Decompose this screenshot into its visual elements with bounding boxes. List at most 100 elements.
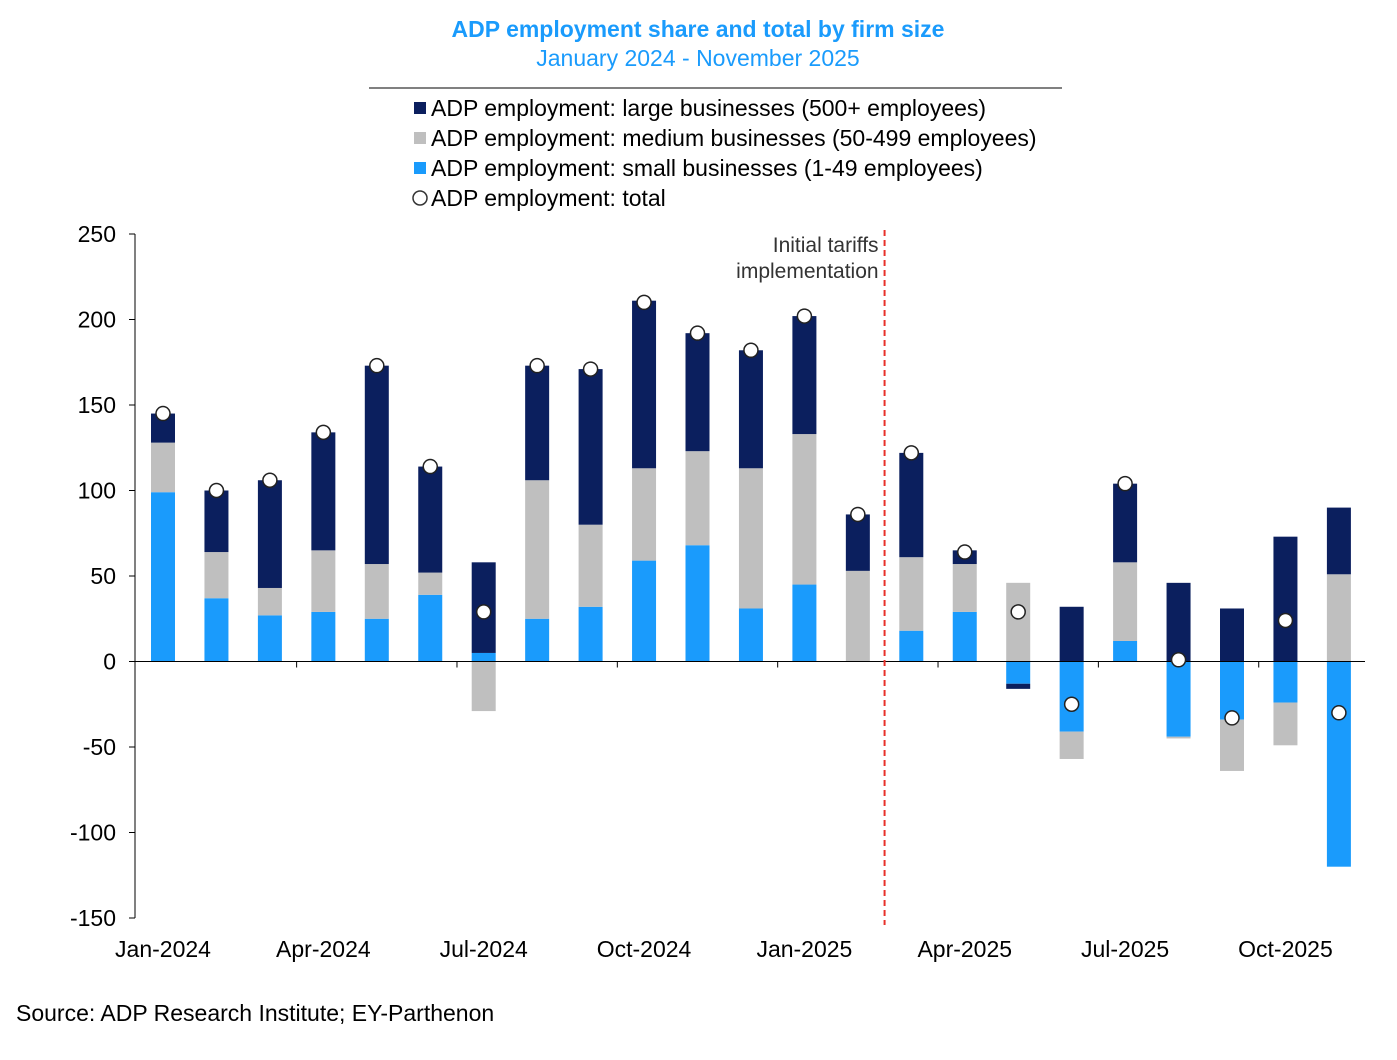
bar-segment	[364, 365, 389, 565]
bar-segment	[1006, 661, 1031, 684]
bar-segment	[1059, 731, 1084, 759]
bar-segment	[792, 316, 817, 435]
legend-marker-total-icon	[412, 190, 428, 206]
x-tick-label: Jul-2024	[440, 936, 528, 962]
y-tick-label: -50	[83, 734, 116, 760]
bar-segment	[632, 300, 657, 469]
bar-segment	[1326, 661, 1351, 867]
bar-segment	[578, 369, 603, 525]
bar-segment	[632, 468, 657, 561]
bar-segment	[364, 564, 389, 619]
bar-segment	[471, 661, 496, 712]
y-tick-label: -150	[70, 905, 116, 931]
bar-segment	[1006, 683, 1031, 689]
bar-segment	[151, 442, 175, 493]
x-tick-label: Jan-2025	[756, 936, 852, 962]
x-tick-label: Apr-2024	[276, 936, 371, 962]
total-marker	[262, 472, 278, 488]
legend-swatch-2	[414, 162, 426, 174]
total-marker	[903, 445, 920, 461]
total-marker	[1063, 696, 1080, 712]
legend-swatch-0	[414, 102, 426, 114]
bar-segment	[738, 468, 763, 609]
bar-segment	[952, 611, 977, 662]
x-tick-label: Jul-2025	[1081, 936, 1169, 962]
bar-segment	[578, 606, 603, 662]
bar-segment	[525, 480, 550, 619]
bar-segment	[204, 552, 229, 599]
bar-segment	[204, 490, 229, 553]
y-tick-label: 50	[90, 563, 116, 589]
total-marker	[1010, 604, 1026, 620]
legend-label: ADP employment: total	[431, 185, 666, 211]
y-tick-label: 150	[78, 392, 116, 418]
total-marker	[582, 361, 599, 377]
bar-segment	[1273, 661, 1298, 703]
bar-segment	[1113, 640, 1138, 662]
bar-segment	[899, 452, 924, 558]
y-tick-label: 100	[78, 478, 116, 504]
annotation-text: Initial tariffs	[773, 234, 879, 257]
x-tick-label: Apr-2025	[917, 936, 1012, 962]
bar-segment	[792, 584, 817, 662]
bar-segment	[1273, 702, 1298, 746]
bar-segment	[525, 618, 550, 662]
total-marker	[1331, 705, 1347, 721]
y-tick-label: -100	[70, 820, 116, 846]
bar-segment	[418, 466, 443, 573]
bar-segment	[685, 333, 710, 452]
legend-label: ADP employment: medium businesses (50-49…	[431, 125, 1037, 151]
bar-segment	[1220, 661, 1244, 720]
bar-segment	[311, 432, 336, 551]
bar-segment	[1273, 536, 1298, 662]
y-tick-label: 0	[103, 649, 116, 675]
total-marker	[1117, 475, 1133, 492]
bar-segment	[792, 434, 817, 585]
bar-segment	[311, 550, 336, 612]
x-tick-label: Oct-2025	[1238, 936, 1333, 962]
bar-segment	[257, 615, 282, 662]
total-marker	[369, 357, 385, 374]
bar-segment	[1326, 574, 1351, 662]
bar-segment	[418, 594, 443, 662]
bar-segment	[1113, 483, 1138, 563]
bar-segment	[685, 451, 710, 546]
bar-segment	[257, 480, 282, 588]
bar-segment	[204, 598, 229, 662]
bar-segment	[1166, 736, 1191, 739]
legend-label: ADP employment: small businesses (1-49 e…	[431, 155, 983, 181]
bar-segment	[1166, 661, 1191, 737]
chart-title: ADP employment share and total by firm s…	[452, 16, 945, 42]
legend-label: ADP employment: large businesses (500+ e…	[431, 95, 986, 121]
bar-segment	[1006, 582, 1031, 662]
bar-segment	[525, 365, 550, 481]
total-marker	[529, 357, 545, 374]
plot-area: 250 200 150 100 50 0 -50 -100 -150 Jan-2024 Apr-20…	[70, 221, 1365, 962]
total-marker	[475, 604, 492, 620]
bar-segment	[899, 630, 924, 662]
y-tick-label: 200	[78, 307, 116, 333]
total-marker	[957, 544, 973, 560]
total-marker	[1277, 612, 1294, 629]
total-marker	[155, 405, 171, 422]
bar-segment	[1113, 562, 1138, 641]
legend-swatch-1	[414, 132, 426, 144]
total-marker	[850, 506, 866, 523]
bar-segment	[738, 608, 763, 662]
bar-segment	[418, 572, 443, 595]
bar-segment	[845, 514, 870, 571]
bar-segment	[1326, 507, 1351, 575]
bar-segment	[151, 492, 175, 662]
bar-segment	[364, 618, 389, 662]
total-marker	[315, 424, 332, 441]
total-marker	[689, 325, 706, 341]
total-marker	[636, 294, 652, 311]
chart-subtitle: January 2024 - November 2025	[536, 45, 859, 71]
x-tick-label: Oct-2024	[597, 936, 692, 962]
bar-segment	[952, 564, 977, 612]
bar-segment	[899, 557, 924, 631]
bar-segment	[311, 611, 336, 662]
total-marker	[1224, 710, 1240, 726]
annotation-text: implementation	[736, 260, 878, 283]
